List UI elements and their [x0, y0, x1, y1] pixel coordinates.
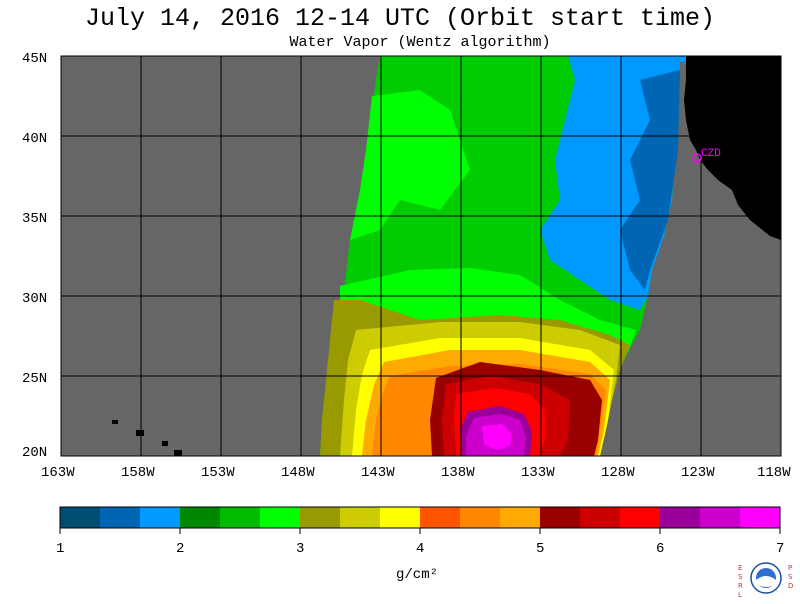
svg-text:P: P [788, 564, 792, 572]
svg-text:D: D [788, 582, 793, 590]
noaa-esrl-psd-logo: E S R L P S D [736, 560, 796, 600]
colorbar-label: 7 [776, 541, 784, 557]
lon-label: 143W [361, 465, 395, 481]
svg-text:L: L [738, 591, 742, 599]
svg-text:S: S [738, 573, 743, 581]
colorbar-swatch [660, 507, 701, 528]
colorbar-swatch [700, 507, 741, 528]
lon-label: 123W [681, 465, 715, 481]
colorbar-swatch [460, 507, 501, 528]
svg-text:S: S [788, 573, 793, 581]
colorbar-label: 6 [656, 541, 664, 557]
swath-bright-magenta-zone [482, 424, 512, 450]
colorbar-swatch [500, 507, 541, 528]
colorbar-swatch [100, 507, 141, 528]
colorbar-swatch [260, 507, 301, 528]
colorbar-ticks: 1 2 3 4 5 6 7 [56, 528, 784, 557]
colorbar-swatch [620, 507, 661, 528]
colorbar-swatch [580, 507, 621, 528]
lon-label: 133W [521, 465, 555, 481]
svg-text:R: R [738, 582, 743, 590]
svg-text:E: E [738, 564, 742, 572]
swath-light-green-zone [350, 90, 470, 240]
lat-label: 40N [22, 131, 47, 147]
colorbar-swatch [340, 507, 381, 528]
swath-dark-blue-zone [620, 70, 680, 290]
north-america-land [684, 56, 781, 240]
lon-label: 153W [201, 465, 235, 481]
lon-label: 128W [601, 465, 635, 481]
map-subtitle: Water Vapor (Wentz algorithm) [289, 34, 551, 51]
lat-label: 20N [22, 445, 47, 461]
colorbar-label: 3 [296, 541, 304, 557]
lat-label: 25N [22, 371, 47, 387]
colorbar-swatch [540, 507, 581, 528]
graticule [61, 56, 781, 456]
colorbar-swatch [220, 507, 261, 528]
swath [320, 56, 686, 456]
lon-label: 148W [281, 465, 315, 481]
lat-label: 45N [22, 51, 47, 67]
station-marker [692, 153, 702, 163]
lat-label: 30N [22, 291, 47, 307]
hawaii-islands [112, 420, 182, 456]
colorbar-label: 2 [176, 541, 184, 557]
colorbar-swatch [740, 507, 781, 528]
colorbar [60, 507, 781, 528]
colorbar-swatch [380, 507, 421, 528]
lon-label: 118W [757, 465, 791, 481]
colorbar-swatch [180, 507, 221, 528]
colorbar-swatch [140, 507, 181, 528]
lat-label: 35N [22, 211, 47, 227]
station-label: CZD [701, 148, 721, 160]
colorbar-label: 5 [536, 541, 544, 557]
plot-frame [60, 55, 782, 457]
colorbar-label: 1 [56, 541, 64, 557]
lon-label: 138W [441, 465, 475, 481]
colorbar-label: 4 [416, 541, 424, 557]
colorbar-swatch [420, 507, 461, 528]
lon-label: 163W [41, 465, 75, 481]
colorbar-swatch [60, 507, 101, 528]
map-title: July 14, 2016 12-14 UTC (Orbit start tim… [84, 4, 716, 33]
colorbar-swatch [300, 507, 341, 528]
lon-label: 158W [121, 465, 155, 481]
colorbar-unit: g/cm² [396, 567, 438, 583]
